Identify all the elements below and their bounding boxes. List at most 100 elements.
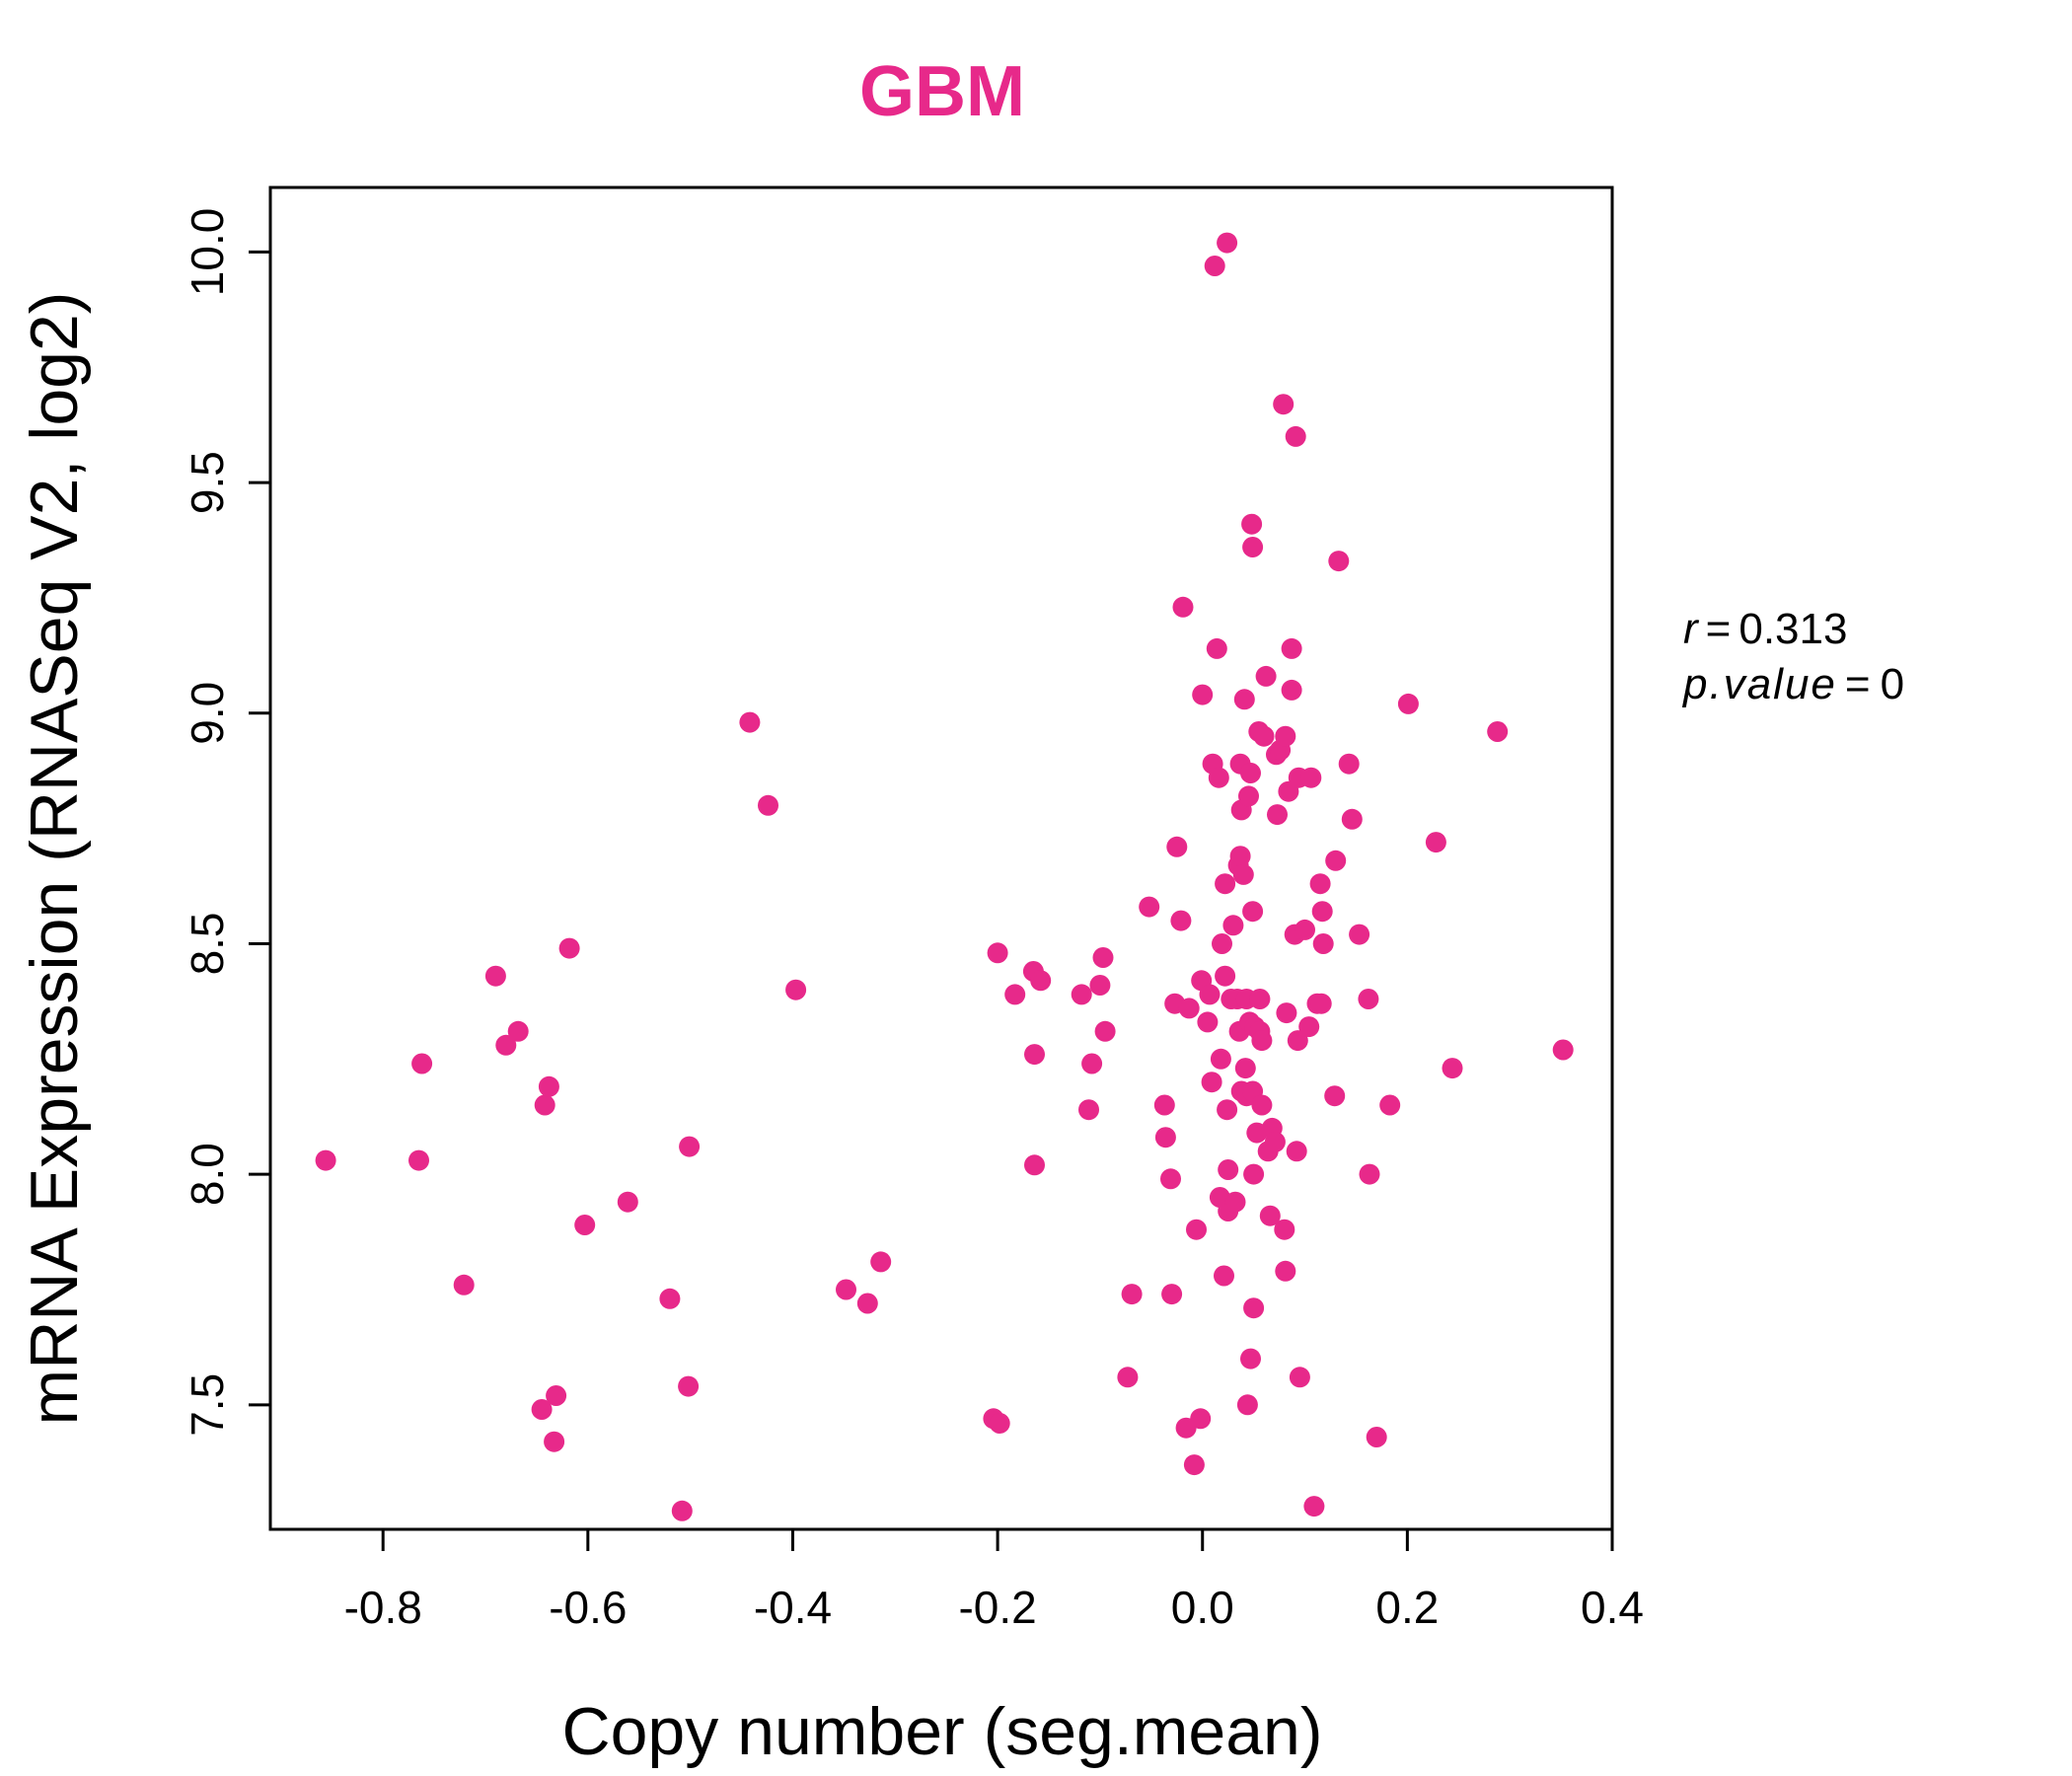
data-point bbox=[1199, 984, 1221, 1005]
y-tick-label: 9.0 bbox=[182, 682, 233, 745]
data-point bbox=[1212, 933, 1232, 954]
data-point bbox=[679, 1136, 701, 1157]
data-point bbox=[836, 1279, 856, 1300]
data-point bbox=[495, 1034, 517, 1056]
data-point bbox=[1215, 965, 1236, 987]
data-point bbox=[1295, 919, 1315, 940]
data-point bbox=[1139, 896, 1160, 918]
r-value: 0.313 bbox=[1739, 605, 1847, 653]
data-point bbox=[785, 979, 807, 1000]
data-point bbox=[1234, 1058, 1256, 1079]
data-point bbox=[1349, 924, 1370, 945]
data-point bbox=[1208, 767, 1229, 788]
data-point bbox=[1341, 808, 1363, 830]
data-point bbox=[617, 1191, 638, 1213]
data-point bbox=[1285, 425, 1306, 447]
data-point bbox=[1267, 804, 1288, 826]
data-point bbox=[1236, 1394, 1258, 1416]
data-point bbox=[1232, 863, 1254, 885]
data-point bbox=[1359, 1163, 1380, 1185]
data-point bbox=[739, 711, 761, 733]
data-point bbox=[1242, 537, 1264, 557]
p-equals: = bbox=[1845, 660, 1873, 708]
data-point bbox=[558, 937, 580, 959]
y-tick-label: 7.5 bbox=[182, 1373, 233, 1437]
data-point bbox=[678, 1375, 700, 1397]
data-point bbox=[1275, 1260, 1296, 1282]
p-value: 0 bbox=[1881, 660, 1906, 708]
data-point bbox=[671, 1500, 693, 1521]
data-point bbox=[453, 1274, 475, 1295]
data-point bbox=[1264, 1131, 1286, 1152]
data-point bbox=[1192, 684, 1214, 705]
data-point bbox=[1089, 975, 1111, 996]
data-point bbox=[1276, 1002, 1297, 1024]
data-point bbox=[1178, 998, 1200, 1019]
data-point bbox=[546, 1385, 567, 1406]
data-point bbox=[1004, 984, 1026, 1005]
data-point bbox=[1224, 1191, 1246, 1213]
x-tick-label: 0.2 bbox=[1375, 1582, 1439, 1633]
data-point bbox=[1240, 1348, 1261, 1369]
data-point bbox=[1190, 1408, 1212, 1430]
x-axis-label: Copy number (seg.mean) bbox=[561, 1694, 1322, 1769]
data-point bbox=[870, 1251, 892, 1273]
data-point bbox=[1217, 232, 1238, 254]
data-point bbox=[1241, 513, 1263, 535]
data-point bbox=[1286, 1141, 1307, 1162]
y-axis-label: mRNA Expression (RNASeq V2, log2) bbox=[17, 292, 92, 1426]
data-point bbox=[1253, 725, 1275, 747]
data-point bbox=[1214, 1265, 1234, 1287]
y-tick-label: 9.5 bbox=[182, 451, 233, 514]
data-point bbox=[1273, 394, 1295, 415]
data-point bbox=[1078, 1099, 1099, 1121]
data-point bbox=[1166, 836, 1188, 857]
data-point bbox=[1071, 984, 1092, 1005]
y-axis: 7.5 8.0 8.5 9.0 9.5 10.0 bbox=[182, 208, 272, 1437]
data-point bbox=[1170, 910, 1192, 931]
data-point bbox=[1183, 1454, 1205, 1476]
data-point bbox=[1310, 993, 1332, 1014]
data-point bbox=[856, 1293, 878, 1314]
x-axis: -0.8 -0.6 -0.4 -0.2 0.0 0.2 0.4 bbox=[344, 1527, 1644, 1633]
data-point bbox=[1197, 1011, 1219, 1033]
y-tick-label: 8.0 bbox=[182, 1143, 233, 1206]
data-point bbox=[1081, 1053, 1103, 1074]
data-point bbox=[1303, 1496, 1325, 1517]
data-point bbox=[534, 1094, 555, 1116]
data-point bbox=[1229, 846, 1251, 867]
data-point bbox=[1338, 753, 1360, 775]
data-point bbox=[1249, 989, 1271, 1009]
data-point bbox=[1210, 1048, 1231, 1070]
data-point bbox=[1328, 551, 1350, 572]
data-point bbox=[574, 1215, 596, 1235]
data-point bbox=[1251, 1094, 1273, 1116]
data-point bbox=[484, 965, 506, 987]
data-point bbox=[1215, 873, 1236, 895]
chart-title: GBM bbox=[859, 52, 1025, 131]
data-point bbox=[1311, 901, 1333, 923]
data-point bbox=[1154, 1127, 1176, 1148]
data-point bbox=[1218, 1159, 1239, 1180]
p-label: p.value bbox=[1681, 660, 1837, 708]
data-point bbox=[1233, 689, 1255, 710]
data-point bbox=[507, 1020, 529, 1042]
data-point bbox=[1217, 1099, 1238, 1121]
r-equals: = bbox=[1706, 605, 1732, 653]
y-tick-label: 8.5 bbox=[182, 912, 233, 975]
data-point bbox=[1312, 933, 1334, 954]
data-point bbox=[1161, 1284, 1183, 1305]
data-point bbox=[1259, 1205, 1281, 1226]
data-point bbox=[1255, 665, 1277, 687]
data-point bbox=[1172, 596, 1194, 618]
data-point bbox=[1024, 1154, 1045, 1176]
data-point bbox=[1153, 1094, 1175, 1116]
data-point bbox=[411, 1053, 433, 1074]
data-point bbox=[1281, 679, 1302, 701]
data-point bbox=[1222, 915, 1244, 936]
data-point bbox=[1324, 1085, 1346, 1107]
data-point bbox=[758, 794, 778, 816]
data-point bbox=[1274, 1219, 1295, 1240]
data-point bbox=[1243, 1297, 1265, 1319]
